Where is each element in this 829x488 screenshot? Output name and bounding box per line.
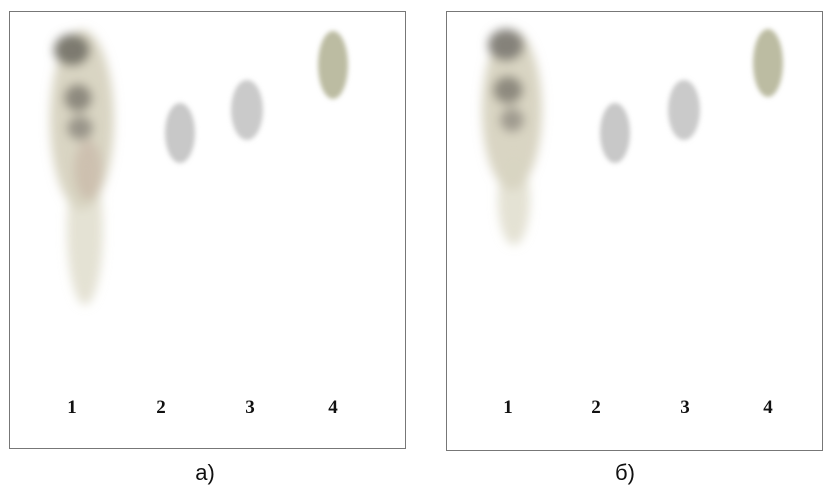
lane-1-smear	[482, 29, 542, 245]
spot-4	[318, 31, 348, 99]
plate-b: 1 2 3 4 б)	[446, 11, 823, 485]
spot-3	[231, 80, 263, 140]
spot-3	[668, 80, 700, 140]
lane-label: 2	[591, 397, 601, 418]
lane-label: 4	[328, 397, 338, 418]
lane-label: 3	[680, 397, 690, 418]
caption: а)	[195, 460, 215, 485]
plate-a: 1 2 3 4 а)	[9, 11, 406, 485]
caption: б)	[615, 460, 635, 485]
lane-label: 3	[245, 397, 255, 418]
lane-label: 1	[503, 397, 513, 418]
lane-label: 4	[763, 397, 773, 418]
lane-label: 1	[67, 397, 77, 418]
spot-2	[165, 103, 195, 163]
spot-2	[600, 103, 630, 163]
lane-1-smear	[50, 30, 114, 305]
lane-label: 2	[156, 397, 166, 418]
spot-4	[753, 29, 783, 97]
